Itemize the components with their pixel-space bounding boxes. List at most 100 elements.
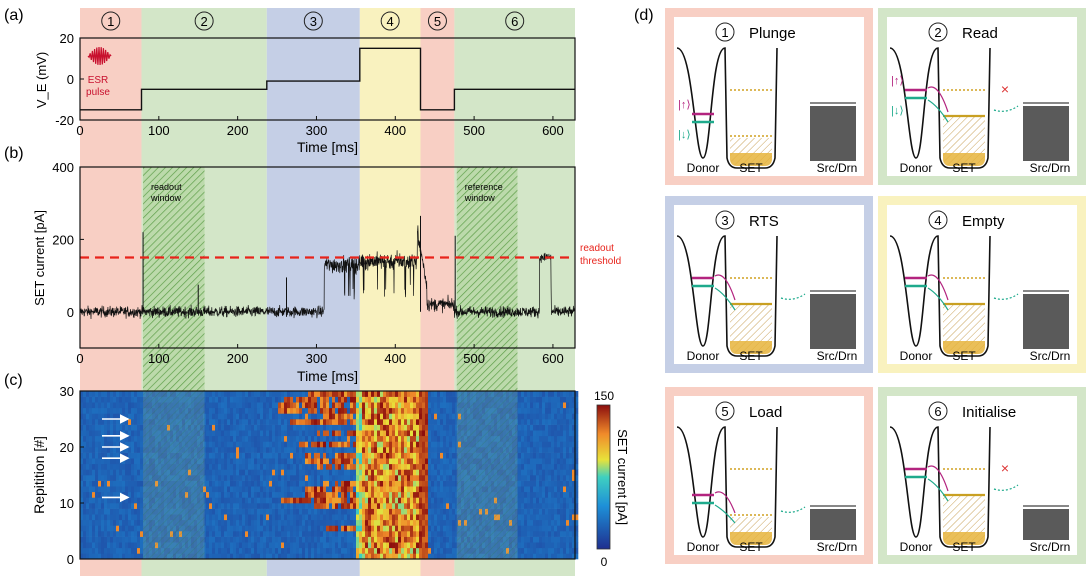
heatmap-cell [533, 508, 537, 515]
heatmap-cell [341, 463, 345, 470]
heatmap-cell [206, 447, 210, 453]
heatmap-cell [116, 469, 120, 476]
heatmap-cell [443, 469, 447, 476]
heatmap-cell [524, 424, 528, 431]
heatmap-cell [347, 525, 351, 532]
heatmap-cell [212, 424, 216, 431]
heatmap-cell [317, 475, 321, 481]
heatmap-cell [89, 413, 93, 420]
heatmap-cell [392, 514, 396, 521]
heatmap-cell [365, 435, 369, 442]
heatmap-cell [263, 424, 267, 431]
heatmap-cell [452, 402, 456, 409]
heatmap-cell [80, 491, 84, 498]
heatmap-cell [119, 419, 123, 425]
heatmap-cell [371, 458, 375, 465]
heatmap-cell [353, 402, 357, 409]
heatmap-cell [257, 430, 261, 437]
heatmap-cell [425, 503, 429, 509]
heatmap-cell [275, 497, 279, 504]
heatmap-cell [308, 447, 312, 453]
heatmap-cell [311, 497, 315, 504]
heatmap-cell [344, 441, 348, 448]
heatmap-cell [137, 503, 141, 509]
heatmap-cell [119, 435, 123, 442]
heatmap-cell [260, 430, 264, 437]
heatmap-cell [128, 469, 132, 476]
heatmap-cell [563, 447, 567, 453]
heatmap-cell [203, 419, 207, 425]
heatmap-cell [209, 402, 213, 409]
heatmap-cell [551, 452, 555, 459]
heatmap-cell [227, 447, 231, 453]
heatmap-cell [116, 497, 120, 504]
heatmap-cell [431, 480, 435, 487]
heatmap-cell [92, 547, 96, 554]
heatmap-cell [428, 497, 432, 504]
heatmap-cell [569, 503, 573, 509]
heatmap-cell [98, 486, 102, 493]
heatmap-cell [434, 553, 438, 560]
heatmap-cell [332, 497, 336, 504]
heatmap-cell [434, 463, 438, 470]
heatmap-cell [215, 407, 219, 414]
heatmap-cell [455, 396, 459, 403]
heatmap-cell [125, 463, 129, 470]
heatmap-cell [248, 503, 252, 509]
heatmap-cell [254, 419, 258, 425]
heatmap-cell [569, 536, 573, 543]
heatmap-cell [353, 458, 357, 465]
heatmap-cell [257, 424, 261, 431]
heatmap-cell [242, 469, 246, 476]
heatmap-cell [560, 396, 564, 403]
heatmap-cell [377, 508, 381, 515]
heatmap-cell [302, 458, 306, 465]
heatmap-cell [86, 519, 90, 526]
heatmap-cell [557, 525, 561, 532]
heatmap-cell [560, 491, 564, 498]
heatmap-cell [446, 407, 450, 414]
heatmap-cell [125, 542, 129, 549]
heatmap-cell [128, 553, 132, 560]
heatmap-cell [251, 447, 255, 453]
phase-number-circle-1 [101, 11, 121, 31]
heatmap-cell [395, 458, 399, 465]
heatmap-cell [308, 525, 312, 532]
heatmap-cell [323, 486, 327, 493]
heatmap-cell [419, 435, 423, 442]
heatmap-cell [251, 508, 255, 515]
heatmap-cell [356, 508, 360, 515]
heatmap-cell [521, 469, 525, 476]
heatmap-cell [263, 469, 267, 476]
heatmap-cell [449, 497, 453, 504]
heatmap-cell [284, 536, 288, 543]
heatmap-cell [401, 542, 405, 549]
heatmap-cell [440, 508, 444, 515]
heatmap-cell [335, 447, 339, 453]
heatmap-cell [335, 413, 339, 420]
heatmap-cell [545, 430, 549, 437]
heatmap-cell [284, 508, 288, 515]
heatmap-cell [224, 536, 228, 543]
heatmap-cell [203, 407, 207, 414]
heatmap-cell [314, 458, 318, 465]
heatmap-cell [236, 547, 240, 554]
heatmap-cell [356, 519, 360, 526]
heatmap-cell [533, 469, 537, 476]
x-tick-label: 100 [148, 351, 170, 366]
heatmap-cell [137, 452, 141, 459]
heatmap-cell [431, 514, 435, 521]
heatmap-cell [260, 441, 264, 448]
heatmap-cell [119, 447, 123, 453]
heatmap-cell [137, 407, 141, 414]
heatmap-cell [359, 452, 363, 459]
heatmap-cell [290, 525, 294, 532]
heatmap-cell [356, 407, 360, 414]
heatmap-cell [323, 469, 327, 476]
heatmap-cell [359, 475, 363, 481]
heatmap-cell [269, 435, 273, 442]
heatmap-cell [542, 475, 546, 481]
heatmap-cell [284, 424, 288, 431]
heatmap-cell [389, 536, 393, 543]
heatmap-cell [311, 463, 315, 470]
